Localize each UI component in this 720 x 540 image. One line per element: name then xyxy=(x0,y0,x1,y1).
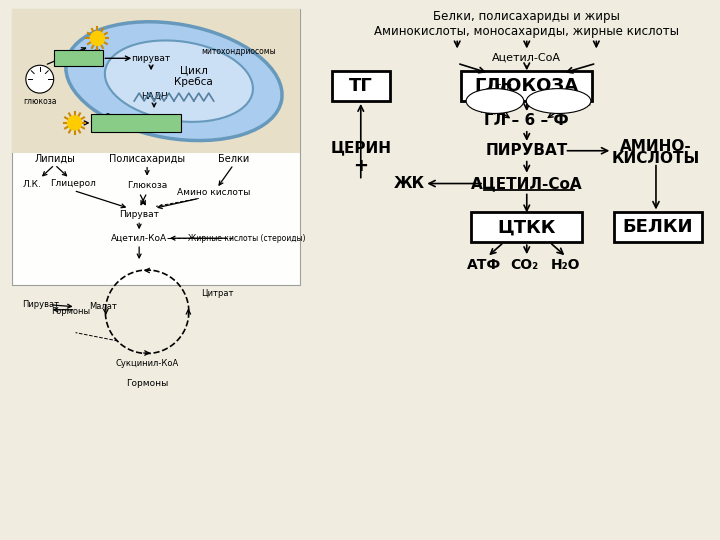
Text: Амино кислоты: Амино кислоты xyxy=(177,188,251,197)
Ellipse shape xyxy=(66,22,282,140)
Text: БЕЛКИ: БЕЛКИ xyxy=(623,218,693,237)
Text: Ацетил-КоА: Ацетил-КоА xyxy=(111,234,167,242)
Text: АМИНО-: АМИНО- xyxy=(620,139,692,154)
FancyBboxPatch shape xyxy=(54,50,104,66)
Text: окисления: окисления xyxy=(477,103,513,107)
Text: АТФ: АТФ xyxy=(91,36,104,41)
Text: АЦЕТИЛ-СоА: АЦЕТИЛ-СоА xyxy=(471,176,582,191)
FancyBboxPatch shape xyxy=(12,9,300,285)
Text: глюкозы: глюкозы xyxy=(480,106,509,111)
FancyBboxPatch shape xyxy=(614,212,702,242)
Text: Малат: Малат xyxy=(89,302,117,311)
Text: фосфорилирование: фосфорилирование xyxy=(526,102,592,106)
Text: Н₂О: Н₂О xyxy=(551,258,580,272)
Text: Полисахариды: Полисахариды xyxy=(109,154,185,164)
Text: КИСЛОТЫ: КИСЛОТЫ xyxy=(612,151,700,166)
Text: Белки, полисахариды и жиры: Белки, полисахариды и жиры xyxy=(433,10,620,23)
FancyBboxPatch shape xyxy=(471,212,582,242)
Ellipse shape xyxy=(526,89,591,113)
Text: ПИРУВАТ: ПИРУВАТ xyxy=(485,143,568,158)
Text: Ацетил-СоА: Ацетил-СоА xyxy=(492,52,562,62)
FancyBboxPatch shape xyxy=(91,114,181,132)
Text: Пентозный: Пентозный xyxy=(477,94,513,99)
Text: Пируват: Пируват xyxy=(119,210,159,219)
Text: цикл: цикл xyxy=(487,98,503,104)
Circle shape xyxy=(68,116,81,130)
Text: НАДН: НАДН xyxy=(480,105,510,115)
Text: Окислительное: Окислительное xyxy=(533,97,585,102)
Text: ЖК: ЖК xyxy=(394,176,425,191)
Text: +: + xyxy=(354,157,369,174)
Text: Цикл
Кребса: Цикл Кребса xyxy=(174,65,213,87)
Text: АТФ: АТФ xyxy=(467,258,501,272)
Text: глюкоза: глюкоза xyxy=(23,97,56,105)
FancyBboxPatch shape xyxy=(12,9,300,153)
Text: Окислительное
фосфорилирование: Окислительное фосфорилирование xyxy=(96,113,176,133)
Ellipse shape xyxy=(466,89,523,113)
FancyBboxPatch shape xyxy=(332,71,390,101)
Text: ТГ: ТГ xyxy=(349,77,373,95)
Text: Пируват: Пируват xyxy=(22,300,59,309)
Text: ЦЕРИН: ЦЕРИН xyxy=(330,140,391,156)
Ellipse shape xyxy=(105,40,253,122)
Text: АТФ: АТФ xyxy=(68,120,81,125)
Text: митохондриосомы: митохондриосомы xyxy=(201,47,276,56)
Text: Глицерол: Глицерол xyxy=(50,179,96,188)
Text: НАДН: НАДН xyxy=(140,92,168,100)
Text: Липиды: Липиды xyxy=(35,154,75,164)
Text: Белки: Белки xyxy=(218,154,249,164)
Text: СО₂: СО₂ xyxy=(510,258,539,272)
Circle shape xyxy=(91,31,104,45)
Text: Жирные кислоты (стероиды): Жирные кислоты (стероиды) xyxy=(188,234,305,242)
Text: Аминокислоты, моносахариды, жирные кислоты: Аминокислоты, моносахариды, жирные кисло… xyxy=(374,25,679,38)
Text: Гормоны: Гормоны xyxy=(51,307,91,316)
Text: Гликолиз: Гликолиз xyxy=(58,54,99,63)
Text: Цитрат: Цитрат xyxy=(201,289,233,299)
Text: ТАД: ТАД xyxy=(495,84,513,93)
FancyBboxPatch shape xyxy=(462,71,593,101)
Text: ЦТКК: ЦТКК xyxy=(498,218,556,237)
Text: Сукцинил-КоА: Сукцинил-КоА xyxy=(115,359,179,368)
Text: ГЛЮКОЗА: ГЛЮКОЗА xyxy=(474,77,579,95)
Text: пируват: пируват xyxy=(132,54,171,63)
Text: Л.К.: Л.К. xyxy=(22,180,41,189)
Circle shape xyxy=(26,65,54,93)
Text: Глюкоза: Глюкоза xyxy=(127,181,167,190)
Text: ГЛ – 6 – Ф: ГЛ – 6 – Ф xyxy=(485,113,569,129)
Text: Гормоны: Гормоны xyxy=(126,379,168,388)
Text: АТФ: АТФ xyxy=(553,105,574,115)
